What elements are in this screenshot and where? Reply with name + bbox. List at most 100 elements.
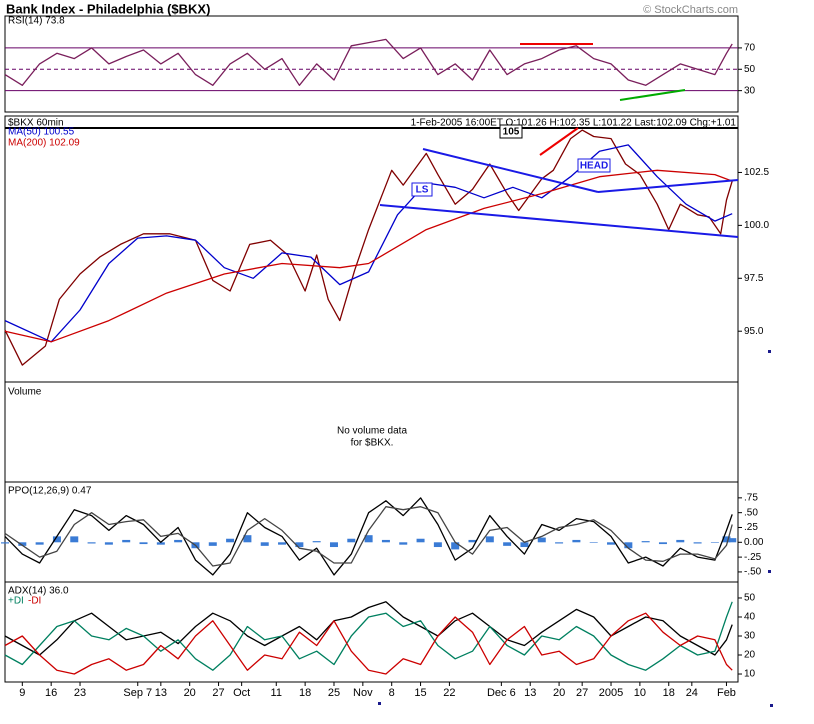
x-tick-label: 23 — [74, 687, 86, 699]
annotation: LS — [416, 185, 429, 196]
y-tick-label: 40 — [744, 612, 756, 623]
y-tick-label: 30 — [744, 85, 756, 96]
chart-title: Bank Index - Philadelphia ($BKX) — [6, 1, 210, 16]
histogram-bar — [728, 538, 737, 543]
x-tick-label: Nov — [353, 687, 373, 699]
y-tick-label: 50 — [744, 593, 756, 604]
x-tick-label: 10 — [634, 687, 646, 699]
y-tick-label: -.25 — [744, 552, 762, 563]
x-tick-label: 24 — [686, 687, 698, 699]
histogram-bar — [468, 539, 477, 543]
histogram-bar — [226, 538, 235, 543]
y-tick-label: .25 — [744, 522, 758, 533]
histogram-bar — [572, 539, 581, 543]
histogram-bar — [70, 536, 79, 543]
x-tick-label: Feb — [717, 687, 736, 699]
panel-frame — [4, 115, 739, 383]
x-tick-label: 18 — [299, 687, 311, 699]
histogram-bar — [347, 538, 356, 543]
marker-dot — [768, 350, 771, 353]
histogram-bar — [658, 542, 667, 545]
histogram-bar — [537, 537, 546, 543]
y-tick-label: 97.5 — [744, 273, 764, 284]
histogram-bar — [329, 542, 338, 548]
histogram-bar — [676, 539, 685, 543]
y-tick-label: 95.0 — [744, 326, 764, 337]
series-line — [4, 601, 733, 656]
x-tick-label: 9 — [19, 687, 25, 699]
x-tick-label: 27 — [576, 687, 588, 699]
x-tick-label: Oct — [233, 687, 250, 699]
legend-entry: +DI — [8, 596, 24, 607]
histogram-bar — [451, 542, 460, 550]
y-tick-label: 10 — [744, 669, 756, 680]
histogram-bar — [18, 542, 27, 546]
histogram-bar — [520, 542, 529, 548]
panel-label: $BKX 60min — [8, 118, 64, 129]
y-tick-label: 70 — [744, 43, 756, 54]
x-tick-label: Sep 7 — [123, 687, 152, 699]
trend-line — [619, 89, 686, 101]
histogram-bar — [485, 536, 494, 543]
trend-line — [597, 179, 739, 193]
y-tick-label: 30 — [744, 631, 756, 642]
annotation-box — [499, 124, 523, 139]
histogram-bar — [52, 536, 61, 543]
legend-entry: MA(200) 102.09 — [8, 138, 80, 149]
series-line — [4, 497, 733, 576]
series-line — [4, 601, 733, 671]
legend-entry: -DI — [28, 596, 41, 607]
histogram-bar — [607, 542, 616, 545]
histogram-bar — [399, 542, 408, 545]
panel-frame — [4, 481, 739, 583]
annotation: HEAD — [580, 161, 608, 172]
panel-label: PPO(12,26,9) 0.47 — [8, 486, 92, 497]
note: No volume data — [337, 426, 407, 437]
x-tick-label: Dec 6 — [487, 687, 516, 699]
panel-frame — [4, 15, 739, 113]
histogram-bar — [503, 542, 512, 546]
histogram-bar — [624, 542, 633, 549]
quote-info: 1-Feb-2005 16:00ET O:101.26 H:102.35 L:1… — [411, 118, 737, 129]
credit: © StockCharts.com — [643, 4, 738, 16]
series-line — [4, 129, 733, 366]
x-tick-label: 11 — [271, 687, 282, 699]
y-tick-label: .75 — [744, 492, 758, 503]
histogram-bar — [589, 542, 598, 543]
marker-dot — [770, 704, 773, 707]
histogram-bar — [693, 542, 702, 544]
histogram-bar — [433, 542, 442, 548]
series-line — [4, 144, 733, 343]
panel-label: Volume — [8, 387, 42, 398]
histogram-bar — [278, 542, 287, 545]
y-tick-label: -.50 — [744, 567, 762, 578]
x-tick-label: 13 — [524, 687, 536, 699]
x-tick-label: 27 — [212, 687, 224, 699]
histogram-bar — [312, 541, 321, 543]
panel-label: RSI(14) 73.8 — [8, 16, 65, 27]
histogram-bar — [641, 541, 650, 543]
drawings — [379, 43, 739, 238]
marker-dot — [378, 702, 381, 705]
x-tick-label: 20 — [553, 687, 565, 699]
x-tick-label: 25 — [328, 687, 340, 699]
histogram-bar — [260, 542, 269, 546]
histogram-bar — [139, 542, 148, 545]
histogram-bar — [243, 535, 252, 543]
y-tick-label: 0.00 — [744, 537, 764, 548]
legend-entry: MA(50) 100.55 — [8, 127, 75, 138]
x-tick-label: 20 — [184, 687, 196, 699]
trend-line — [422, 148, 599, 193]
histogram-bar — [1, 542, 9, 544]
histogram-bar — [156, 542, 165, 545]
x-tick-label: 22 — [443, 687, 455, 699]
histogram-bar — [710, 542, 719, 543]
histogram-bar — [35, 542, 44, 545]
trend-line — [379, 204, 739, 238]
note: for $BKX. — [351, 438, 394, 449]
y-tick-label: 20 — [744, 650, 756, 661]
histogram-bar — [104, 542, 113, 545]
panel-frame — [4, 581, 739, 683]
x-tick-label: 2005 — [599, 687, 623, 699]
x-tick-label: 13 — [155, 687, 167, 699]
